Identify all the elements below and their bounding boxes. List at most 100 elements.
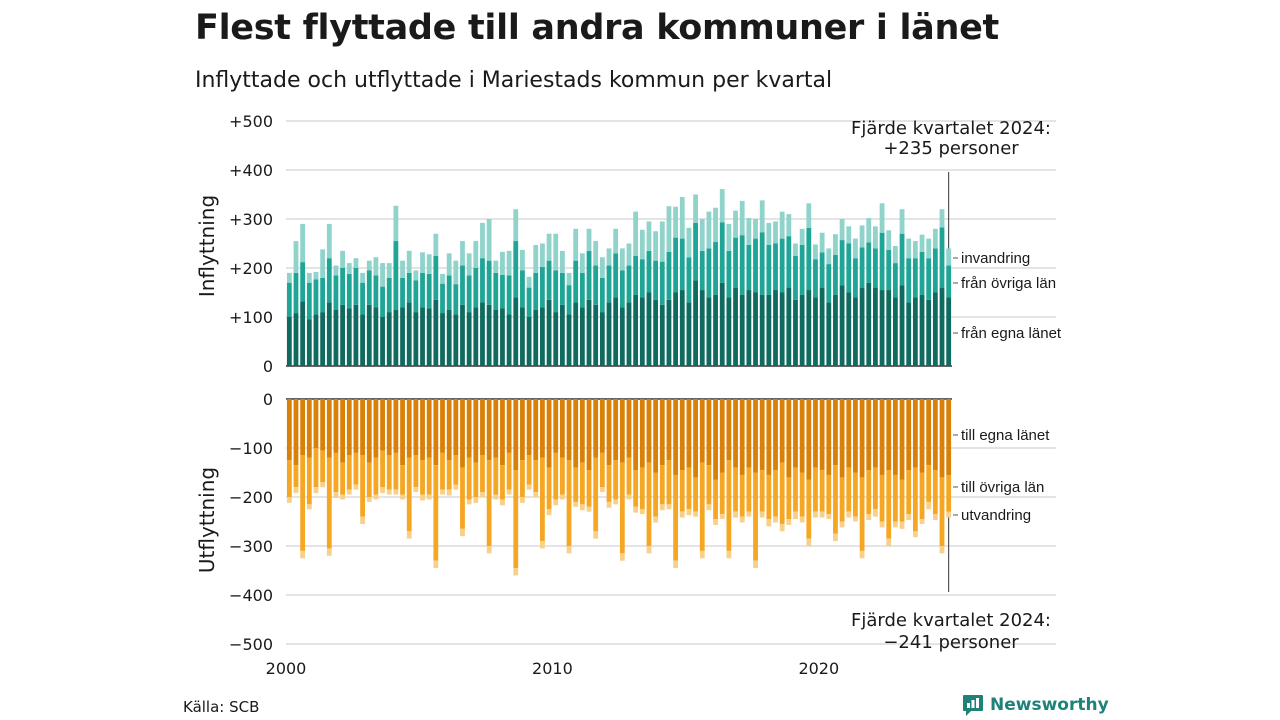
bar-out-other-counties [759, 470, 765, 512]
bar-out-other-counties [320, 450, 326, 483]
bar-out-other-counties [466, 457, 472, 500]
bar-in-immigration [859, 225, 865, 248]
bar-in-other-counties [426, 273, 432, 309]
bar-out-own-county [386, 399, 392, 456]
bar-in-immigration [853, 238, 858, 259]
bar-in-other-counties [759, 232, 765, 295]
bar-in-immigration [473, 241, 479, 268]
bar-in-own-county [753, 292, 758, 366]
bar-out-own-county [579, 399, 585, 463]
bar-out-emigration [666, 504, 672, 510]
bar-in-other-counties [899, 233, 905, 286]
bar-out-other-counties [919, 472, 925, 520]
bar-out-emigration [912, 531, 918, 538]
bar-out-emigration [526, 484, 532, 490]
y-tick-out: −300 [229, 537, 273, 556]
bar-out-own-county [353, 399, 359, 453]
bar-out-other-counties [486, 460, 492, 546]
y-tick-out: −100 [229, 439, 273, 458]
brand-logo[interactable]: Newsworthy [962, 693, 1109, 717]
bar-out-emigration [513, 568, 519, 576]
bar-in-own-county [919, 294, 925, 366]
bar-out-other-counties [286, 460, 292, 497]
bar-out-emigration [480, 492, 485, 497]
bar-out-emigration [579, 504, 585, 511]
bar-in-other-counties [380, 286, 385, 317]
bar-in-other-counties [939, 227, 945, 288]
bar-in-other-counties [706, 248, 712, 298]
bar-out-other-counties [546, 467, 552, 510]
bar-out-own-county [393, 399, 399, 453]
bar-in-own-county [553, 312, 559, 366]
segment-label: från övriga län [961, 275, 1056, 292]
bar-out-own-county [699, 399, 705, 463]
bar-out-other-counties [926, 465, 932, 502]
bar-in-own-county [866, 282, 872, 366]
bar-in-other-counties [506, 275, 512, 315]
bar-in-immigration [726, 223, 732, 251]
bar-out-own-county [406, 399, 412, 458]
bar-in-other-counties [526, 287, 532, 317]
bar-in-own-county [693, 280, 698, 366]
bar-out-own-county [480, 399, 485, 456]
bar-in-own-county [526, 317, 532, 366]
bar-in-other-counties [440, 283, 445, 314]
bar-in-own-county [313, 314, 319, 366]
bar-in-immigration [326, 223, 332, 259]
x-tick-label: 2010 [532, 659, 573, 678]
bar-in-other-counties [686, 257, 692, 303]
bar-out-own-county [513, 399, 519, 471]
bar-out-own-county [380, 399, 385, 451]
bar-out-emigration [313, 487, 319, 494]
bar-out-emigration [306, 504, 312, 510]
bar-in-immigration [406, 250, 412, 273]
bar-out-own-county [946, 399, 952, 475]
bar-in-other-counties [340, 268, 346, 305]
bar-out-own-county [813, 399, 818, 468]
bar-out-emigration [719, 514, 725, 520]
bar-in-other-counties [726, 250, 732, 298]
bar-out-other-counties [300, 455, 306, 551]
bar-out-own-county [833, 399, 838, 466]
bar-out-emigration [819, 511, 825, 518]
bar-out-own-county [679, 399, 685, 471]
bar-in-other-counties [853, 258, 858, 298]
bar-out-other-counties [440, 452, 445, 490]
bar-out-other-counties [826, 474, 832, 515]
bar-out-own-county [346, 399, 352, 456]
bar-out-other-counties [613, 460, 619, 500]
bar-out-other-counties [506, 452, 512, 490]
bar-in-immigration [806, 203, 812, 228]
annotation-in-line2: +235 personer [883, 138, 1019, 159]
bar-out-other-counties [639, 467, 645, 510]
bar-in-other-counties [713, 242, 718, 295]
bar-in-own-county [773, 290, 778, 366]
bar-out-own-county [733, 399, 738, 468]
bar-in-other-counties [326, 258, 332, 303]
bar-out-emigration [639, 509, 645, 515]
bar-out-other-counties [353, 452, 359, 485]
bar-in-own-county [859, 287, 865, 366]
bar-out-emigration [426, 494, 432, 500]
bar-out-emigration [653, 516, 659, 523]
bar-in-other-counties [446, 275, 452, 310]
bar-out-emigration [366, 497, 372, 502]
bar-in-own-county [912, 297, 918, 366]
bar-in-other-counties [746, 244, 752, 291]
bar-in-immigration [719, 189, 725, 223]
bar-in-immigration [906, 238, 912, 259]
bar-in-immigration [513, 209, 519, 242]
bar-out-other-counties [793, 467, 798, 512]
bar-in-own-county [579, 307, 585, 366]
bar-out-emigration [433, 560, 439, 569]
bar-in-other-counties [886, 249, 892, 291]
bar-out-emigration [586, 506, 592, 512]
bar-out-emigration [679, 511, 685, 518]
bar-out-emigration [566, 546, 572, 554]
bar-in-immigration [653, 231, 659, 261]
bar-out-emigration [420, 494, 425, 501]
bar-out-own-county [433, 399, 439, 466]
bar-in-other-counties [493, 272, 499, 310]
bar-out-other-counties [906, 470, 912, 515]
source-note: Källa: SCB [183, 698, 260, 716]
